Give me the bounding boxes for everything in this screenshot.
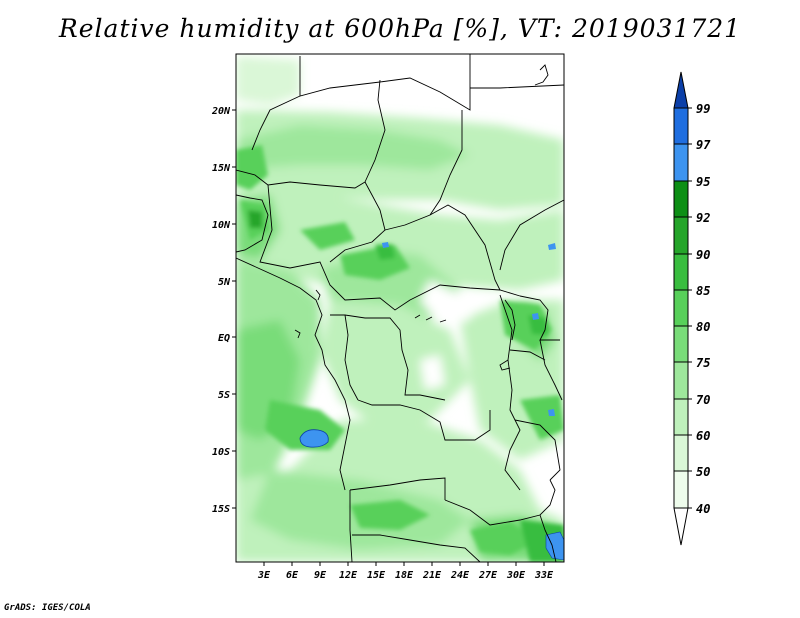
lon-tick-label: 21E bbox=[422, 570, 442, 581]
colorbar-segment bbox=[673, 253, 689, 291]
lat-tick-label: 5N bbox=[218, 277, 231, 288]
colorbar-label: 97 bbox=[696, 138, 711, 152]
lat-tick-label: 15N bbox=[212, 163, 231, 174]
colorbar-segment bbox=[673, 325, 689, 363]
lon-tick-label: 24E bbox=[450, 570, 470, 581]
lon-tick-label: 6E bbox=[286, 570, 299, 581]
lon-tick-label: 18E bbox=[395, 570, 414, 581]
lon-tick-label: 3E bbox=[257, 570, 271, 581]
chart-title: Relative humidity at 600hPa [%], VT: 201… bbox=[58, 14, 742, 43]
colorbar-segment bbox=[673, 361, 689, 400]
map-frame bbox=[235, 53, 565, 563]
colorbar-label: 92 bbox=[696, 211, 710, 225]
lon-tick-label: 33E bbox=[534, 570, 554, 581]
colorbar-label: 40 bbox=[696, 502, 710, 516]
lon-tick-label: 12E bbox=[339, 570, 358, 581]
lon-tick-label: 27E bbox=[478, 570, 498, 581]
colorbar-segment bbox=[673, 289, 689, 327]
lat-tick-label: 5S bbox=[218, 390, 230, 401]
colorbar: 99 97 95 92 90 85 80 75 70 60 50 40 bbox=[673, 71, 711, 546]
lat-tick-label: 10S bbox=[212, 447, 230, 458]
colorbar-label: 80 bbox=[696, 320, 710, 334]
colorbar-segment bbox=[673, 180, 689, 218]
country-borders bbox=[236, 54, 564, 562]
colorbar-segment bbox=[673, 398, 689, 436]
colorbar-label: 75 bbox=[696, 356, 710, 370]
latitude-axis: 20N 15N 10N 5N EQ 5S 10S 15S bbox=[211, 106, 236, 515]
colorbar-label: 60 bbox=[696, 429, 710, 443]
colorbar-segment bbox=[673, 470, 689, 509]
lat-tick-label: EQ bbox=[218, 333, 230, 344]
colorbar-label: 99 bbox=[696, 102, 710, 116]
lat-tick-label: 15S bbox=[212, 504, 230, 515]
colorbar-label: 90 bbox=[696, 248, 710, 262]
longitude-axis: 3E 6E 9E 12E 15E 18E 21E 24E 27E 30E 33E bbox=[257, 562, 554, 581]
lon-tick-label: 9E bbox=[314, 570, 327, 581]
colorbar-segment bbox=[673, 107, 689, 145]
grads-credit: GrADS: IGES/COLA bbox=[4, 603, 91, 613]
humidity-field bbox=[236, 54, 564, 562]
colorbar-segment bbox=[673, 216, 689, 255]
colorbar-segment bbox=[673, 434, 689, 472]
lon-tick-label: 15E bbox=[367, 570, 386, 581]
lat-tick-label: 10N bbox=[212, 220, 231, 231]
colorbar-label: 85 bbox=[696, 284, 710, 298]
lon-tick-label: 30E bbox=[506, 570, 526, 581]
colorbar-label: 70 bbox=[696, 393, 710, 407]
lat-tick-label: 20N bbox=[211, 106, 231, 117]
colorbar-segment bbox=[673, 71, 689, 109]
colorbar-segment bbox=[673, 143, 689, 182]
colorbar-segment bbox=[673, 507, 689, 546]
colorbar-label: 95 bbox=[696, 175, 710, 189]
colorbar-label: 50 bbox=[696, 465, 710, 479]
